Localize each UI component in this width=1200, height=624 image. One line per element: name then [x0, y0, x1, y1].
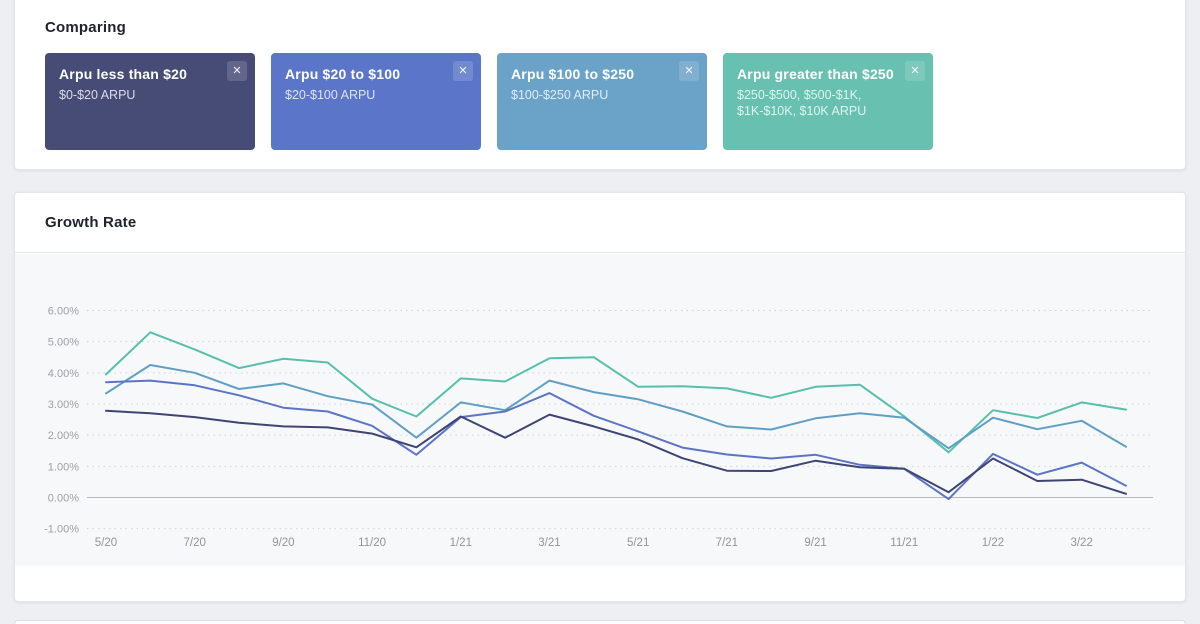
- y-axis-tick-label: 6.00%: [48, 305, 79, 317]
- y-axis-tick-label: 4.00%: [48, 368, 79, 380]
- card-title: Arpu $100 to $250: [511, 66, 635, 82]
- close-button[interactable]: ✕: [453, 61, 473, 81]
- card-subtitle: $100-$250 ARPU: [511, 87, 609, 102]
- card-title: Arpu $20 to $100: [285, 66, 401, 82]
- arpu-card-greater-than-250: Arpu greater than $250 $250-$500, $500-$…: [723, 53, 933, 150]
- close-button[interactable]: ✕: [905, 61, 925, 81]
- y-axis-tick-label: 5.00%: [48, 337, 79, 349]
- close-icon: ✕: [232, 64, 242, 77]
- growth-chart-svg: 6.00% 5.00% 4.00% 3.00% 2.00% 1.00% 0.00% -1.00…: [44, 305, 1153, 549]
- series-line-arpu-less-than-20: [105, 409, 1127, 495]
- y-axis-tick-label: -1.00%: [44, 524, 79, 536]
- card-subtitle: $0-$20 ARPU: [59, 87, 136, 102]
- x-axis-tick-label: 5/21: [627, 537, 649, 549]
- y-axis-tick-label: 3.00%: [48, 399, 79, 411]
- series-line-arpu-greater-than-250: [105, 331, 1127, 454]
- close-button[interactable]: ✕: [227, 61, 247, 81]
- x-axis-tick-label: 3/21: [538, 537, 560, 549]
- growth-rate-header: Growth Rate: [15, 193, 1185, 253]
- comparing-title: Comparing: [45, 19, 126, 36]
- close-icon: ✕: [910, 64, 920, 77]
- series-line-arpu-100-to-250: [105, 364, 1127, 450]
- next-panel-edge: [14, 620, 1186, 624]
- x-axis-tick-label: 1/22: [982, 537, 1004, 549]
- card-subtitle: $20-$100 ARPU: [285, 87, 376, 102]
- arpu-cards-row: Arpu less than $20 $0-$20 ARPU ✕ Arpu $2…: [45, 53, 933, 150]
- x-axis-tick-label: 1/21: [450, 537, 472, 549]
- x-axis-tick-label: 7/20: [184, 537, 206, 549]
- y-axis-tick-label: 0.00%: [48, 493, 79, 505]
- x-axis-tick-label: 11/20: [358, 537, 386, 549]
- x-axis-tick-label: 5/20: [95, 537, 117, 549]
- close-button[interactable]: ✕: [679, 61, 699, 81]
- arpu-card-less-than-20: Arpu less than $20 $0-$20 ARPU ✕: [45, 53, 255, 150]
- x-axis-tick-label: 9/20: [272, 537, 294, 549]
- growth-rate-chart: 6.00% 5.00% 4.00% 3.00% 2.00% 1.00% 0.00% -1.00…: [15, 254, 1185, 566]
- comparing-panel: Comparing Arpu less than $20 $0-$20 ARPU…: [14, 0, 1186, 170]
- close-icon: ✕: [458, 64, 468, 77]
- x-axis-tick-label: 9/21: [804, 537, 826, 549]
- close-icon: ✕: [684, 64, 694, 77]
- card-title: Arpu less than $20: [59, 66, 188, 82]
- x-axis-tick-label: 11/21: [890, 537, 918, 549]
- y-axis-tick-label: 2.00%: [48, 430, 79, 442]
- growth-rate-title: Growth Rate: [45, 214, 137, 231]
- y-axis-tick-label: 1.00%: [48, 461, 79, 473]
- series-line-arpu-20-to-100: [105, 379, 1127, 501]
- arpu-card-20-to-100: Arpu $20 to $100 $20-$100 ARPU ✕: [271, 53, 481, 150]
- x-axis-tick-label: 3/22: [1070, 537, 1092, 549]
- x-axis-tick-label: 7/21: [716, 537, 738, 549]
- card-subtitle: $250-$500, $500-$1K, $1K-$10K, $10K ARPU: [737, 87, 867, 118]
- growth-rate-panel: Growth Rate 6.00% 5.00% 4.00% 3.00% 2.00% 1.0…: [14, 192, 1186, 602]
- card-title: Arpu greater than $250: [737, 66, 894, 82]
- arpu-card-100-to-250: Arpu $100 to $250 $100-$250 ARPU ✕: [497, 53, 707, 150]
